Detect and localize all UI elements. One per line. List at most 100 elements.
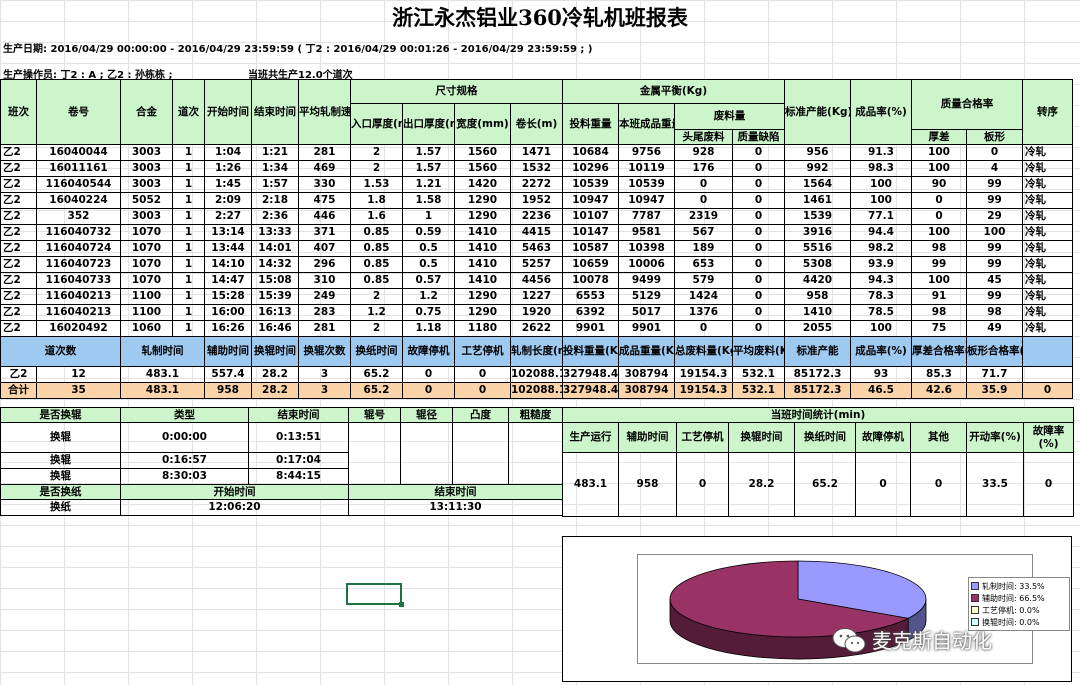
table-cell: 10119 bbox=[618, 160, 675, 177]
roll-cell: 0:16:57 bbox=[120, 452, 249, 469]
table-cell: 5308 bbox=[784, 256, 852, 273]
table-cell: 3916 bbox=[784, 224, 852, 241]
table-cell: 1 bbox=[172, 176, 205, 193]
table-cell: 1290 bbox=[454, 288, 511, 305]
roll-hdr-type: 类型 bbox=[120, 407, 249, 423]
table-cell: 1.6 bbox=[350, 208, 403, 225]
table-cell: 0 bbox=[674, 176, 733, 193]
table-cell: 0 bbox=[731, 272, 786, 289]
table-cell: 0.85 bbox=[350, 224, 403, 241]
operators: 生产操作员: 丁2 : A ; 乙2 : 孙栋栋 ; bbox=[3, 70, 173, 81]
summary-cell bbox=[1022, 366, 1074, 383]
sum-hdr-std-output: 标准产能 bbox=[784, 336, 852, 367]
table-cell: 3003 bbox=[120, 176, 173, 193]
roll-hdr-end-time: 结束时间 bbox=[248, 407, 349, 423]
table-cell: 330 bbox=[298, 176, 351, 193]
table-cell: 1560 bbox=[454, 144, 511, 161]
table-cell: 1290 bbox=[454, 304, 511, 321]
table-cell: 1290 bbox=[454, 208, 511, 225]
summary-cell: 12 bbox=[36, 366, 121, 383]
summary-cell: 0 bbox=[454, 366, 511, 383]
table-row: 乙2 116040544 3003 1 1:45 1:57 330 1.53 1.21 1420 2… bbox=[0, 176, 1074, 193]
table-cell: 90 bbox=[911, 176, 968, 193]
roll-cell: 换辊 bbox=[0, 422, 121, 453]
table-cell: 5129 bbox=[618, 288, 675, 305]
group-size-spec: 尺寸规格 bbox=[350, 79, 563, 104]
summary-cell: 483.1 bbox=[120, 366, 205, 383]
table-cell: 4420 bbox=[784, 272, 852, 289]
col-shift: 班次 bbox=[0, 79, 37, 145]
table-cell: 10296 bbox=[562, 160, 619, 177]
table-cell: 乙2 bbox=[0, 224, 37, 241]
roll-change-row: 换辊 0:00:00 0:13:51 bbox=[0, 422, 563, 485]
legend-swatch bbox=[971, 618, 979, 626]
table-cell: 1532 bbox=[510, 160, 563, 177]
table-cell: 281 bbox=[298, 320, 351, 337]
roll-hdr-diameter: 辊径 bbox=[400, 407, 453, 423]
paper-cell: 换纸 bbox=[0, 499, 121, 516]
ts-hdr-run-rate: 开动率(%) bbox=[966, 422, 1024, 453]
legend-swatch bbox=[971, 594, 979, 602]
table-cell: 0 bbox=[731, 224, 786, 241]
table-cell: 16:00 bbox=[204, 304, 252, 321]
table-cell: 14:01 bbox=[251, 240, 299, 257]
table-cell: 992 bbox=[784, 160, 852, 177]
total-cell: 42.6 bbox=[911, 382, 968, 399]
summary-cell: 327948.4 bbox=[562, 366, 619, 383]
table-cell: 16:46 bbox=[251, 320, 299, 337]
fill-handle[interactable] bbox=[399, 602, 404, 607]
table-cell: 2:18 bbox=[251, 192, 299, 209]
table-cell: 1:21 bbox=[251, 144, 299, 161]
table-cell: 1.21 bbox=[402, 176, 455, 193]
ts-value: 65.2 bbox=[794, 452, 856, 517]
pie-chart[interactable]: 轧制时间: 33.5% 辅助时间: 66.5% 工艺停机: 0.0% 换辊时间: 0.… bbox=[562, 536, 1072, 682]
table-cell: 116040733 bbox=[36, 272, 121, 289]
table-cell: 100 bbox=[850, 176, 913, 193]
summary-cell: 308794 bbox=[618, 366, 675, 383]
table-cell: 98 bbox=[966, 304, 1024, 321]
summary-cell: 19154.3 bbox=[674, 366, 733, 383]
table-cell: 10539 bbox=[618, 176, 675, 193]
roll-empty bbox=[348, 422, 401, 485]
sum-hdr-roll-change-count: 换辊次数 bbox=[298, 336, 351, 367]
time-stats-values: 483.1 958 0 28.2 65.2 0 0 33.5 0 bbox=[562, 452, 1074, 517]
ts-value: 28.2 bbox=[728, 452, 795, 517]
ts-hdr-fault-stop: 故障停机 bbox=[855, 422, 911, 453]
table-cell: 5516 bbox=[784, 240, 852, 257]
col-yield: 成品率(%) bbox=[850, 79, 913, 145]
table-cell: 249 bbox=[298, 288, 351, 305]
table-cell: 1.57 bbox=[402, 144, 455, 161]
table-cell: 99 bbox=[966, 240, 1024, 257]
roll-hdr-roughness: 粗糙度 bbox=[508, 407, 563, 423]
table-row: 乙2 16020492 1060 1 16:26 16:46 281 2 1.18 1180 262… bbox=[0, 320, 1074, 337]
ts-hdr-process-stop: 工艺停机 bbox=[676, 422, 729, 453]
summary-cell: 85172.3 bbox=[784, 366, 852, 383]
selected-cell[interactable] bbox=[346, 583, 404, 607]
table-cell: 0 bbox=[674, 320, 733, 337]
col-out-thick: 出口厚度(mm) bbox=[402, 103, 455, 145]
paper-hdr-start: 开始时间 bbox=[120, 484, 349, 500]
table-cell: 1424 bbox=[674, 288, 733, 305]
table-cell: 93.9 bbox=[850, 256, 913, 273]
summary-cell: 71.7 bbox=[966, 366, 1024, 383]
total-row: 合计 35 483.1 958 28.2 3 65.2 0 0 102088.1… bbox=[0, 382, 1074, 399]
table-cell: 5052 bbox=[120, 192, 173, 209]
table-cell: 5017 bbox=[618, 304, 675, 321]
roll-change-row: 换辊 8:30:03 8:44:15 bbox=[0, 468, 563, 485]
table-cell: 99 bbox=[966, 256, 1024, 273]
table-cell: 283 bbox=[298, 304, 351, 321]
summary-cell: 102088.1 bbox=[510, 366, 563, 383]
total-cell: 308794 bbox=[618, 382, 675, 399]
group-scrap: 废料量 bbox=[673, 103, 786, 130]
table-cell: 10078 bbox=[562, 272, 619, 289]
paper-change-row: 换纸 12:06:20 13:11:30 bbox=[0, 499, 563, 516]
table-cell: 乙2 bbox=[0, 144, 37, 161]
sum-hdr-input-weight: 投料重量(Kg) bbox=[562, 336, 619, 367]
data-rows: 乙2 16040044 3003 1 1:04 1:21 281 2 1.57 1560 1471 1… bbox=[0, 144, 1074, 337]
table-cell: 189 bbox=[674, 240, 733, 257]
legend-item: 工艺停机: 0.0% bbox=[971, 604, 1067, 616]
table-cell: 1 bbox=[172, 288, 205, 305]
legend-label: 辅助时间: 66.5% bbox=[982, 593, 1045, 603]
ts-value: 0 bbox=[676, 452, 729, 517]
table-cell: 乙2 bbox=[0, 320, 37, 337]
